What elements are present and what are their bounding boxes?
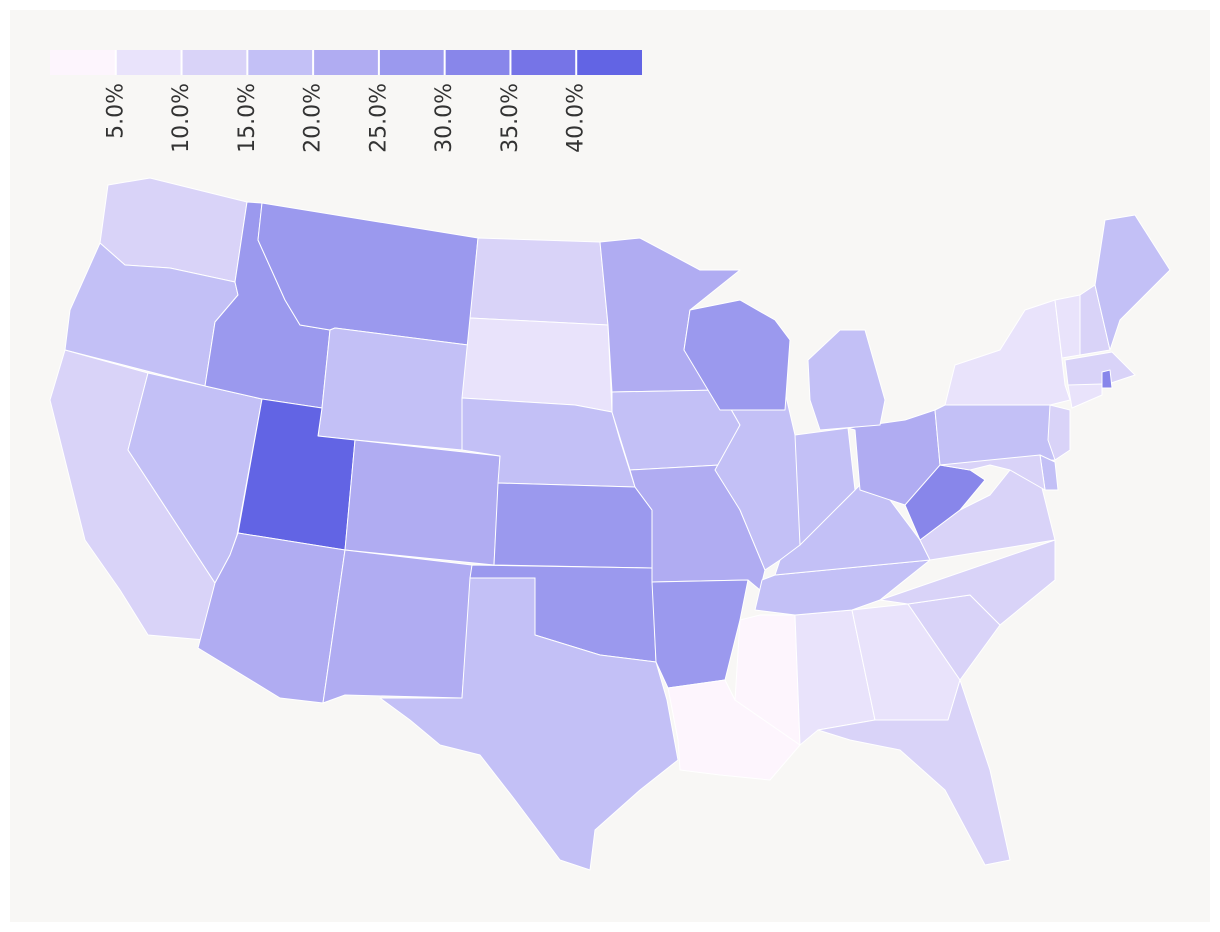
state [379,577,679,871]
state [493,482,653,569]
legend-swatch [115,50,182,75]
legend-tick-label: 30.0% [432,83,457,153]
legend-tick-label: 20.0% [301,83,326,153]
state [714,389,801,571]
state [469,237,609,326]
state [817,679,1011,866]
legend-tick-label: 5.0% [103,83,128,139]
state [667,679,801,781]
state [807,329,886,431]
state [847,409,941,506]
legend-tick-label: 25.0% [366,83,391,153]
legend-swatch [576,50,642,75]
legend-swatch [510,50,577,75]
legend-tick-label: 10.0% [169,83,194,153]
state [322,549,473,704]
legend-swatch [378,50,445,75]
state [317,327,469,451]
state [1101,369,1113,389]
state [1047,404,1071,461]
state [939,454,1046,491]
legend-swatch [50,50,116,75]
legend-tick-label: 40.0% [564,83,589,153]
state [734,614,801,746]
state [1067,383,1103,409]
legend-swatch [313,50,379,75]
state [683,299,791,411]
legend-tick-label: 35.0% [498,83,523,153]
legend-swatch [181,50,248,75]
state [461,317,613,413]
state [344,439,501,566]
legend-swatch [444,50,511,75]
legend-tick-label: 15.0% [235,83,260,153]
state [1094,214,1171,351]
legend-swatch [247,50,314,75]
state [1064,351,1136,386]
